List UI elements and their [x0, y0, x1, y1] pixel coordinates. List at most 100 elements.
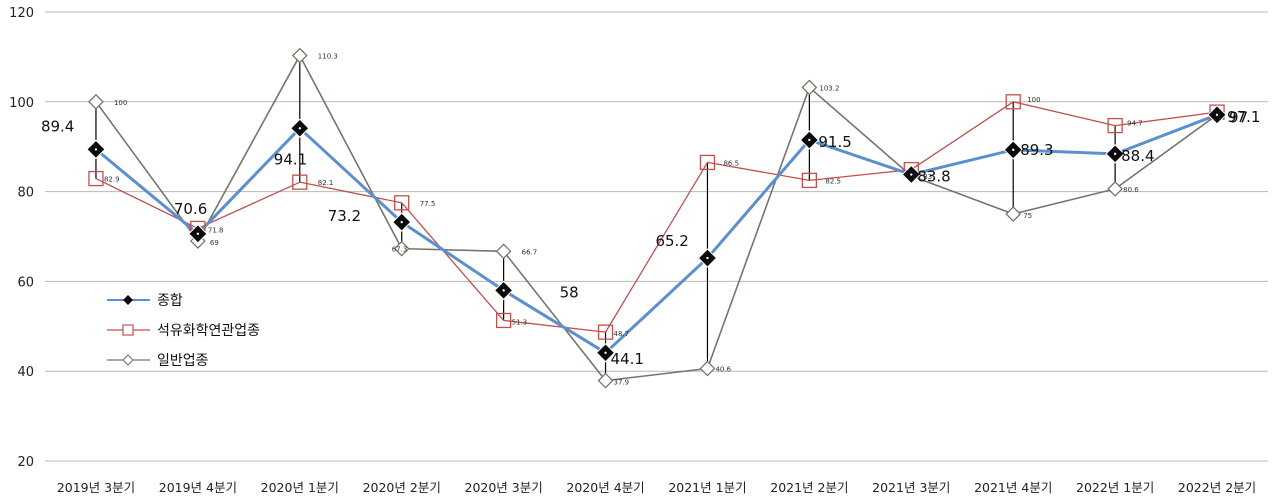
- series-lines: [95, 54, 1218, 382]
- data-label-general: 40.6: [715, 366, 731, 374]
- data-label-composite: 83.8: [917, 168, 950, 186]
- marker-composite-dot: [298, 127, 301, 130]
- marker-composite-dot: [94, 148, 98, 151]
- data-label-petro: 86.5: [723, 159, 739, 167]
- marker-general: [1005, 206, 1022, 222]
- data-label-general: 69: [210, 239, 219, 247]
- marker-petro: [394, 195, 410, 211]
- high-low-lines: [95, 55, 1218, 381]
- marker-composite-dot: [706, 256, 709, 260]
- data-label-general: 103.2: [819, 84, 839, 92]
- marker-composite-dot: [910, 173, 913, 176]
- data-label-petro: 51.3: [512, 318, 528, 326]
- x-tick-label: 2021년 2분기: [770, 480, 848, 495]
- y-tick-label: 100: [9, 96, 34, 111]
- marker-composite-dot: [502, 289, 505, 292]
- data-label-petro: 77.5: [420, 200, 436, 208]
- data-label-general: 110.3: [318, 53, 338, 61]
- marker-general: [88, 93, 104, 110]
- x-tick-label: 2019년 4분기: [159, 480, 237, 495]
- legend-swatch-marker: [123, 295, 133, 305]
- series-markers: [86, 47, 1227, 389]
- marker-general: [291, 47, 308, 64]
- data-label-composite: 89.3: [1020, 141, 1053, 159]
- legend-label: 석유화학연관업종: [157, 323, 260, 339]
- data-label-composite: 88.4: [1121, 147, 1154, 165]
- x-tick-label: 2019년 3분기: [57, 480, 135, 495]
- x-tick-label: 2022년 2분기: [1178, 480, 1256, 495]
- y-axis-ticks: 20 40 60 80 100 120: [9, 6, 34, 470]
- marker-petro: [292, 174, 308, 190]
- data-label-petro: 94.7: [1127, 120, 1143, 128]
- marker-composite-dot: [400, 220, 403, 224]
- data-label-general: 75: [1023, 212, 1032, 220]
- x-tick-label: 2020년 1분기: [261, 480, 339, 495]
- x-tick-label: 2021년 4분기: [974, 480, 1052, 495]
- legend-label: 종합: [157, 293, 183, 309]
- x-axis-ticks: 2019년 3분기 2019년 4분기 2020년 1분기 2020년 2분기 2020…: [57, 480, 1256, 495]
- marker-general: [597, 372, 614, 389]
- y-tick-label: 120: [9, 6, 34, 21]
- data-label-composite: 89.4: [41, 117, 74, 135]
- marker-petro: [1107, 117, 1123, 134]
- marker-petro: [801, 172, 818, 189]
- series-line-2: [95, 54, 1218, 382]
- data-label-overlap: 97: [1229, 108, 1248, 126]
- data-label-composite: 73.2: [328, 207, 361, 225]
- y-tick-label: 60: [17, 275, 34, 290]
- data-label-composite: 97.1: [1227, 108, 1260, 126]
- marker-composite-dot: [604, 351, 607, 354]
- data-label-composite: 58: [560, 283, 579, 301]
- legend-label: 일반업종: [157, 353, 209, 369]
- data-label-general: 67.3: [392, 246, 408, 254]
- data-label-petro: 71.8: [208, 226, 224, 234]
- data-label-petro: 100: [1027, 96, 1040, 104]
- legend-swatch-marker: [122, 324, 134, 336]
- gridlines: [45, 11, 1268, 462]
- data-label-composite: 44.1: [611, 350, 644, 368]
- data-label-petro: 82.9: [104, 176, 120, 184]
- marker-general: [393, 240, 410, 257]
- x-tick-label: 2020년 2분기: [363, 480, 441, 495]
- y-tick-label: 20: [17, 455, 34, 470]
- marker-petro: [1005, 94, 1021, 110]
- marker-general: [801, 79, 818, 96]
- series-line-0: [95, 113, 1218, 355]
- legend-swatch-marker: [122, 354, 134, 366]
- x-tick-label: 2021년 3분기: [872, 480, 950, 495]
- data-label-overlap: 83.: [923, 173, 934, 181]
- data-label-petro: 82.1: [318, 179, 334, 187]
- x-tick-label: 2022년 1분기: [1076, 480, 1154, 495]
- data-label-general: 66.7: [522, 248, 538, 256]
- y-tick-label: 80: [17, 186, 34, 201]
- y-tick-label: 40: [17, 365, 34, 380]
- data-label-petro: 82.5: [825, 177, 841, 185]
- marker-composite-dot: [1012, 148, 1015, 152]
- marker-composite-dot: [196, 232, 200, 236]
- marker-petro: [597, 324, 614, 340]
- data-label-petro: 48.7: [614, 330, 630, 338]
- marker-composite-dot: [808, 138, 811, 142]
- data-label-composite: 65.2: [655, 232, 688, 250]
- data-label-general: 37.9: [614, 379, 630, 387]
- marker-composite-dot: [1113, 152, 1117, 156]
- marker-composite-dot: [1215, 113, 1219, 117]
- data-label-composite: 70.6: [174, 200, 207, 218]
- x-tick-label: 2021년 1분기: [668, 480, 746, 495]
- series-line-1: [95, 101, 1218, 333]
- marker-petro: [699, 154, 716, 171]
- marker-petro: [88, 170, 104, 187]
- x-tick-label: 2020년 3분기: [465, 480, 543, 495]
- x-tick-label: 2020년 4분기: [566, 480, 644, 495]
- data-label-composite: 91.5: [818, 133, 851, 151]
- marker-general: [495, 243, 512, 260]
- data-label-composite: 94.1: [274, 150, 307, 168]
- marker-petro: [495, 312, 512, 329]
- data-label-general: 80.6: [1123, 186, 1139, 194]
- data-label-general: 100: [114, 99, 127, 107]
- data-labels: 89.4 70.6 94.1 73.2 58 44.1 65.2 91.5 83.8 89.3 88…: [41, 53, 1260, 387]
- marker-general: [1107, 181, 1123, 197]
- marker-general: [699, 360, 716, 377]
